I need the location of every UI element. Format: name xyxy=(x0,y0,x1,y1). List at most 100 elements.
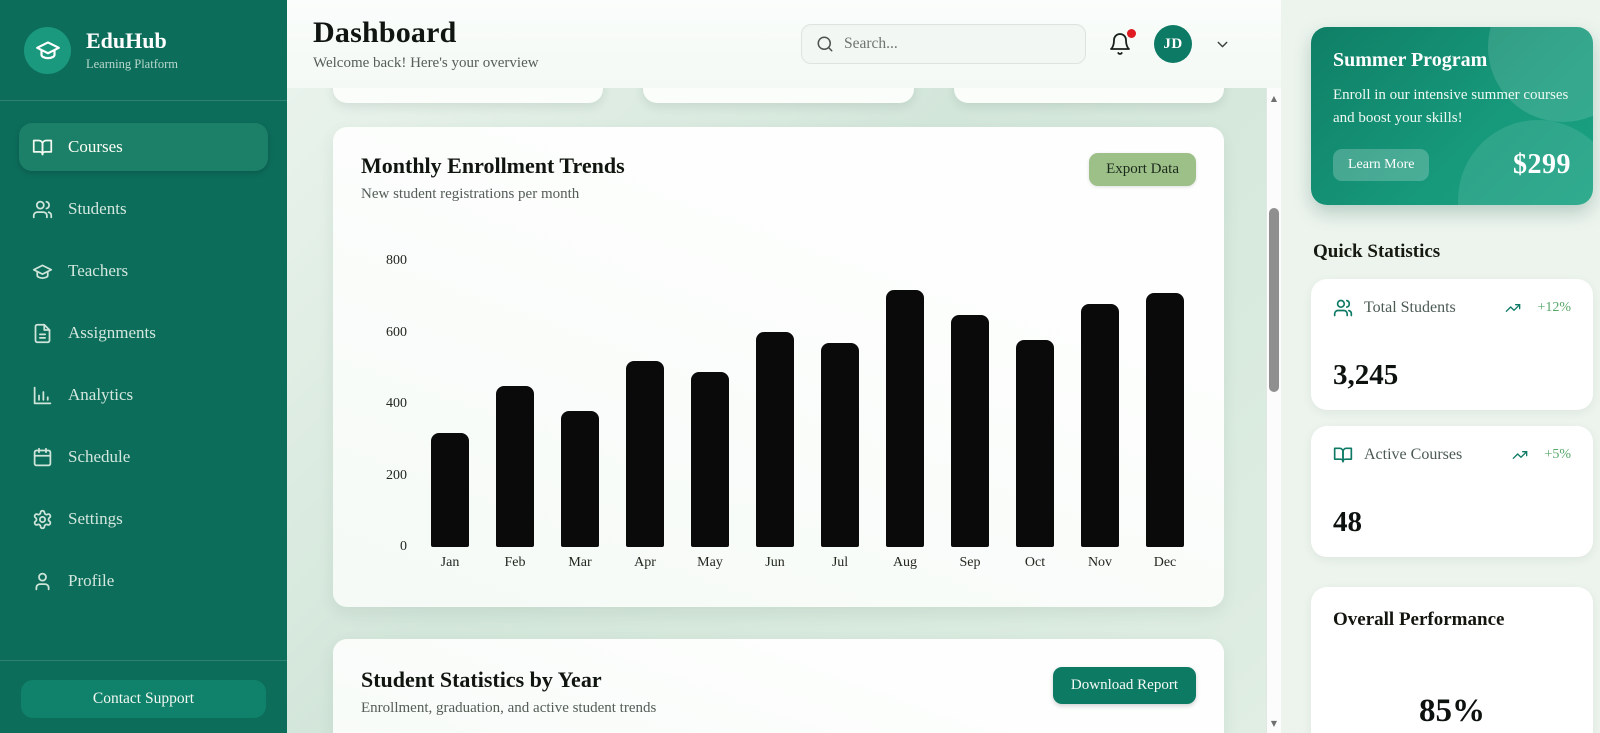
bar-column-dec: Dec xyxy=(1146,261,1184,570)
bar-jul[interactable] xyxy=(821,343,859,547)
x-axis-tick-label: Apr xyxy=(634,555,656,570)
contact-support-button[interactable]: Contact Support xyxy=(21,680,266,718)
graduation-cap-logo-icon xyxy=(24,26,71,74)
gear-icon xyxy=(32,509,53,530)
enrollment-card-title: Monthly Enrollment Trends xyxy=(361,153,625,178)
right-sidebar: Summer Program Enroll in our intensive s… xyxy=(1281,0,1600,733)
main-column: Dashboard Welcome back! Here's your over… xyxy=(287,0,1281,733)
bar-dec[interactable] xyxy=(1146,293,1184,547)
sidebar-item-schedule[interactable]: Schedule xyxy=(19,433,268,481)
performance-value: 85% xyxy=(1419,692,1485,729)
x-axis-tick-label: Oct xyxy=(1024,555,1046,570)
enrollment-bar-chart: 0 200 400 600 800 Jan Feb Mar Apr May Jun Jul Aug Se… xyxy=(361,253,1196,570)
dashboard-scroll-area: Monthly Enrollment Trends New student re… xyxy=(287,88,1266,733)
book-open-icon xyxy=(32,137,53,158)
main-header: Dashboard Welcome back! Here's your over… xyxy=(287,0,1281,88)
sidebar-item-label: Profile xyxy=(68,571,115,590)
x-axis-tick-label: Dec xyxy=(1153,555,1177,570)
users-icon xyxy=(1333,298,1353,318)
partial-stat-cards-row xyxy=(333,88,1224,103)
bar-column-apr: Apr xyxy=(626,261,664,570)
bar-may[interactable] xyxy=(691,372,729,547)
sidebar-nav: Courses Students Teachers Assignments Analyt… xyxy=(0,101,287,660)
bar-column-aug: Aug xyxy=(886,261,924,570)
calendar-icon xyxy=(32,447,53,468)
export-data-button[interactable]: Export Data xyxy=(1089,153,1196,186)
stat-trend-value: +12% xyxy=(1537,299,1571,315)
promo-price: $299 xyxy=(1513,148,1571,180)
sidebar-item-courses[interactable]: Courses xyxy=(19,123,268,171)
bar-mar[interactable] xyxy=(561,411,599,547)
x-axis-tick-label: Sep xyxy=(959,555,981,570)
sidebar-item-label: Schedule xyxy=(68,447,131,466)
chart-y-axis: 0 200 400 600 800 xyxy=(361,253,417,554)
sidebar-item-settings[interactable]: Settings xyxy=(19,495,268,543)
vertical-scrollbar[interactable]: ▲ ▼ xyxy=(1266,88,1281,733)
bar-chart-icon xyxy=(32,385,53,406)
bar-nov[interactable] xyxy=(1081,304,1119,547)
page-subtitle: Welcome back! Here's your overview xyxy=(313,55,539,71)
sidebar-item-label: Courses xyxy=(68,137,123,156)
search-icon xyxy=(816,35,834,53)
enrollment-trends-card: Monthly Enrollment Trends New student re… xyxy=(333,127,1224,607)
scrollbar-down-arrow-icon[interactable]: ▼ xyxy=(1270,719,1278,728)
scrollbar-thumb[interactable] xyxy=(1269,208,1279,392)
sidebar-footer: Contact Support xyxy=(0,660,287,733)
sidebar-item-profile[interactable]: Profile xyxy=(19,557,268,605)
trending-up-icon xyxy=(1505,300,1521,316)
avatar[interactable]: JD xyxy=(1154,25,1192,63)
download-report-button[interactable]: Download Report xyxy=(1052,667,1196,704)
sidebar-item-label: Students xyxy=(68,199,127,218)
bar-sep[interactable] xyxy=(951,315,989,547)
quick-statistics-heading: Quick Statistics xyxy=(1313,240,1441,262)
chevron-down-icon[interactable] xyxy=(1214,36,1231,53)
quick-statistics-list: Total Students +12% 3,245 Active Courses +5%… xyxy=(1311,278,1593,557)
summer-program-card: Summer Program Enroll in our intensive s… xyxy=(1311,27,1593,205)
sidebar-item-label: Assignments xyxy=(68,323,156,342)
trending-up-icon xyxy=(1512,447,1528,463)
x-axis-tick-label: Aug xyxy=(892,555,918,570)
x-axis-tick-label: Nov xyxy=(1087,555,1113,570)
search-box[interactable] xyxy=(801,24,1086,64)
sidebar-item-label: Analytics xyxy=(68,385,134,404)
notification-bell-icon[interactable] xyxy=(1108,29,1136,56)
bar-jan[interactable] xyxy=(431,433,469,547)
scrollbar-up-arrow-icon[interactable]: ▲ xyxy=(1270,94,1278,103)
bar-apr[interactable] xyxy=(626,361,664,547)
overall-performance-card: Overall Performance 85% xyxy=(1311,586,1593,733)
x-axis-tick-label: May xyxy=(697,555,723,570)
chart-plot-area: Jan Feb Mar Apr May Jun Jul Aug Sep Oct Nov Dec xyxy=(417,261,1196,570)
search-input[interactable] xyxy=(844,35,1071,53)
bar-feb[interactable] xyxy=(496,386,534,547)
sidebar-item-students[interactable]: Students xyxy=(19,185,268,233)
x-axis-tick-label: Jan xyxy=(440,555,460,570)
y-axis-tick-label: 200 xyxy=(386,467,407,483)
learn-more-button[interactable]: Learn More xyxy=(1333,148,1430,181)
stat-trend-value: +5% xyxy=(1544,446,1571,462)
bar-aug[interactable] xyxy=(886,290,924,547)
bar-column-nov: Nov xyxy=(1081,261,1119,570)
user-icon xyxy=(32,571,53,592)
partial-stat-card xyxy=(333,88,604,103)
x-axis-tick-label: Feb xyxy=(504,555,526,570)
quick-stat-card-total-students: Total Students +12% 3,245 xyxy=(1311,278,1593,410)
x-axis-tick-label: Jul xyxy=(831,555,849,570)
bar-column-feb: Feb xyxy=(496,261,534,570)
bar-column-sep: Sep xyxy=(951,261,989,570)
sidebar-item-assignments[interactable]: Assignments xyxy=(19,309,268,357)
brand-tagline: Learning Platform xyxy=(86,56,178,71)
sidebar-item-teachers[interactable]: Teachers xyxy=(19,247,268,295)
x-axis-tick-label: Jun xyxy=(765,555,785,570)
bar-jun[interactable] xyxy=(756,332,794,547)
performance-title: Overall Performance xyxy=(1333,608,1505,630)
statistics-card-title: Student Statistics by Year xyxy=(361,667,602,692)
sidebar-item-analytics[interactable]: Analytics xyxy=(19,371,268,419)
promo-description: Enroll in our intensive summer courses a… xyxy=(1333,87,1569,127)
enrollment-card-subtitle: New student registrations per month xyxy=(361,186,580,202)
bar-column-jul: Jul xyxy=(821,261,859,570)
partial-stat-card xyxy=(953,88,1224,103)
stat-label: Active Courses xyxy=(1364,445,1463,463)
book-open-icon xyxy=(1333,445,1353,465)
bar-oct[interactable] xyxy=(1016,340,1054,547)
x-axis-tick-label: Mar xyxy=(568,555,592,570)
